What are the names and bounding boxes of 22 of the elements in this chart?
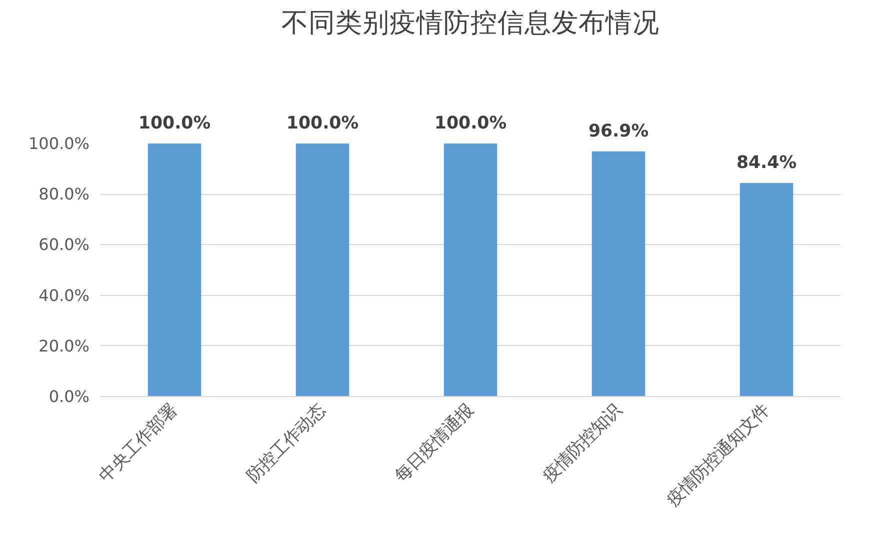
- x-tick-label: 疫情防控通知文件: [663, 400, 774, 511]
- chart-title: 不同类别疫情防控信息发布情况: [282, 8, 660, 38]
- y-tick-label: 60.0%: [38, 235, 90, 254]
- bar: [148, 144, 202, 396]
- x-tick-label: 防控工作动态: [243, 400, 330, 487]
- bar: [592, 151, 646, 396]
- data-label: 96.9%: [588, 121, 649, 142]
- bar: [444, 144, 498, 396]
- bar: [296, 144, 350, 396]
- x-tick-label: 疫情防控知识: [539, 400, 626, 487]
- y-tick-label: 0.0%: [48, 387, 90, 406]
- y-tick-label: 40.0%: [38, 286, 90, 305]
- data-label: 100.0%: [138, 114, 211, 134]
- bar: [740, 182, 794, 396]
- y-tick-label: 100.0%: [28, 134, 90, 153]
- x-tick-label: 每日疫情通报: [391, 400, 478, 487]
- y-tick-label: 80.0%: [38, 184, 90, 204]
- y-tick-label: 20.0%: [38, 336, 90, 356]
- data-label: 84.4%: [736, 152, 797, 173]
- data-label: 100.0%: [286, 114, 359, 134]
- data-label: 100.0%: [434, 114, 507, 134]
- x-tick-label: 中央工作部署: [95, 400, 182, 487]
